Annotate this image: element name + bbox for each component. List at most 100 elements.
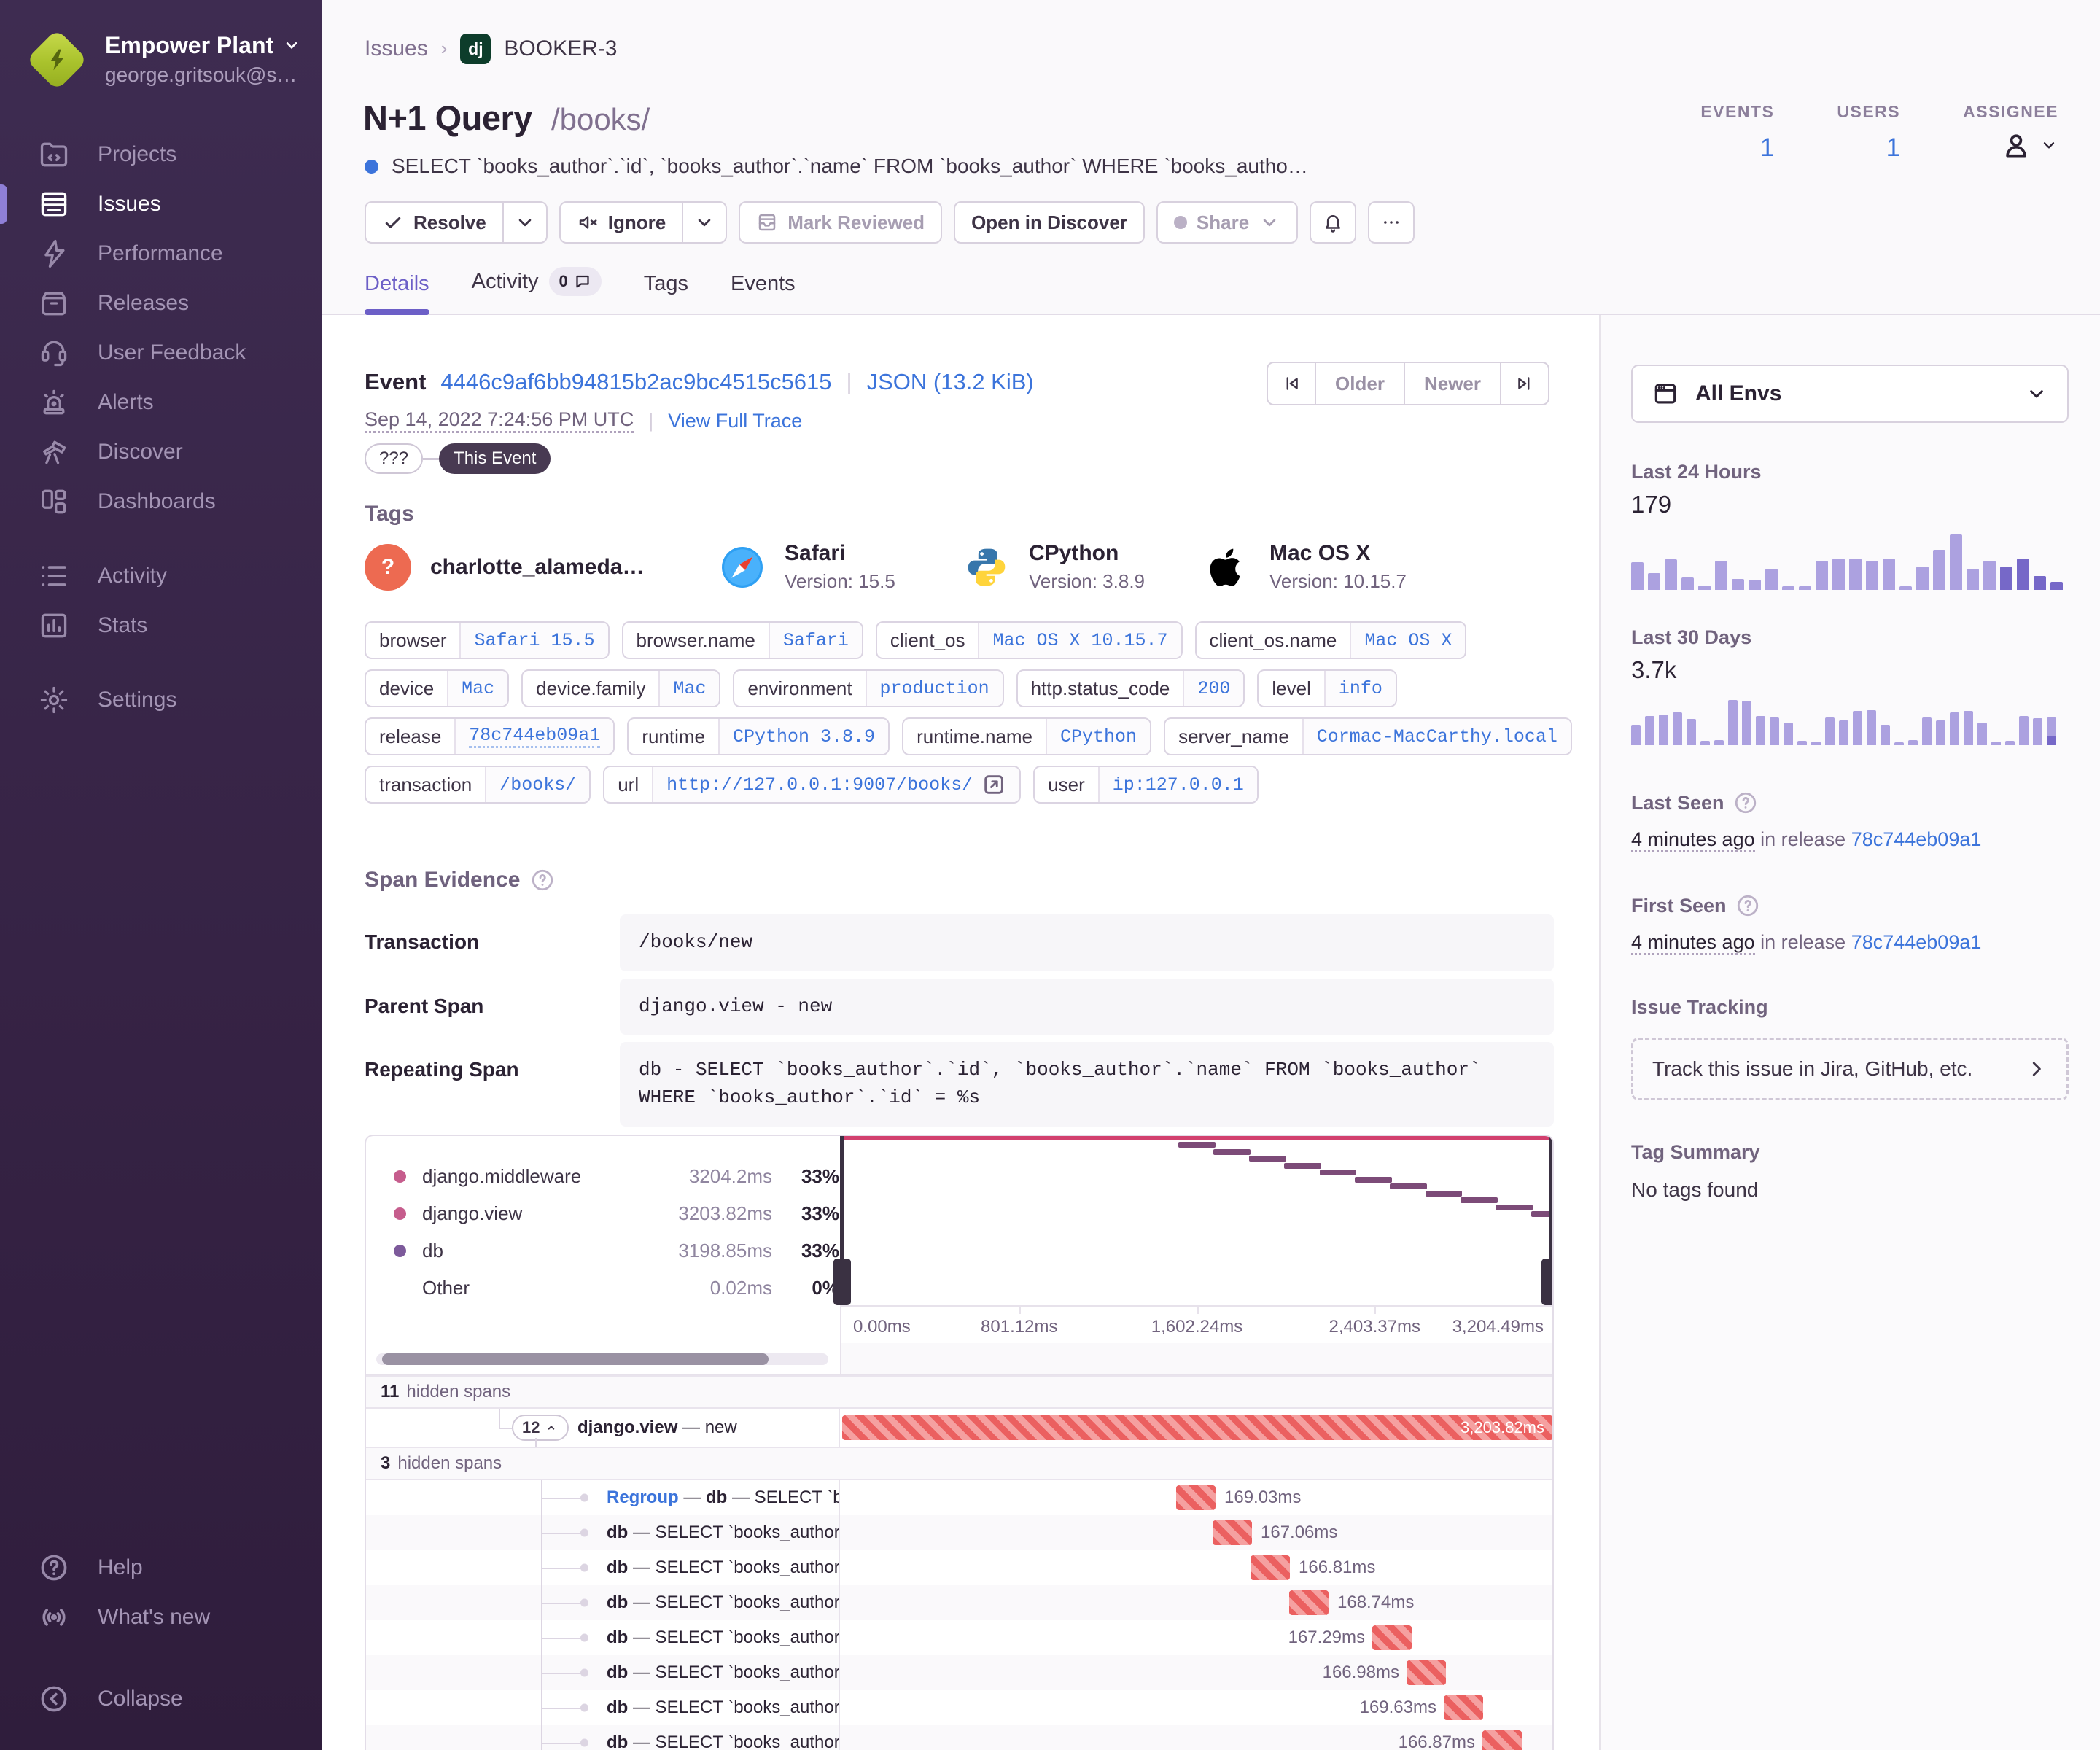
- span-row[interactable]: db — SELECT `books_author` 169.63ms: [366, 1690, 1552, 1725]
- release-link[interactable]: 78c744eb09a1: [1851, 828, 1982, 850]
- tag-value[interactable]: Mac: [447, 671, 508, 706]
- minimap-right-handle[interactable]: [1549, 1136, 1552, 1305]
- breadcrumb-issues-link[interactable]: Issues: [365, 36, 428, 61]
- sidebar-item-settings[interactable]: Settings: [0, 675, 322, 725]
- tag-value[interactable]: http://127.0.0.1:9007/books/: [652, 767, 1020, 802]
- event-timestamp[interactable]: Sep 14, 2022 7:24:56 PM UTC: [365, 408, 634, 433]
- span-duration-bar[interactable]: [1251, 1555, 1290, 1580]
- sidebar-item-what-s-new[interactable]: What's new: [0, 1592, 322, 1642]
- minimap-left-handle[interactable]: [840, 1136, 844, 1305]
- span-duration-bar[interactable]: [1372, 1625, 1412, 1650]
- minimap-right-grip[interactable]: [1541, 1259, 1552, 1305]
- tag-value[interactable]: /books/: [485, 767, 590, 802]
- environment-selector[interactable]: All Envs: [1631, 365, 2069, 423]
- featured-tag-cpython[interactable]: CPython Version: 3.8.9: [963, 541, 1204, 593]
- span-duration-bar[interactable]: [1407, 1660, 1446, 1685]
- stat-value[interactable]: 1: [1759, 133, 1775, 162]
- chart-bar: [1648, 573, 1660, 590]
- help-question-icon[interactable]: [1735, 893, 1760, 918]
- more-actions-button[interactable]: [1368, 201, 1415, 244]
- sidebar-item-alerts[interactable]: Alerts: [0, 378, 322, 427]
- sidebar-item-dashboards[interactable]: Dashboards: [0, 477, 322, 526]
- sidebar-item-projects[interactable]: Projects: [0, 130, 322, 179]
- tag-value[interactable]: Mac OS X 10.15.7: [978, 623, 1181, 658]
- scrollbar-thumb[interactable]: [382, 1353, 769, 1365]
- newer-event-button[interactable]: Newer: [1403, 362, 1501, 405]
- tag-value[interactable]: production: [865, 671, 1003, 706]
- hidden-spans-row[interactable]: 11 hidden spans: [366, 1375, 1552, 1409]
- sidebar-item-stats[interactable]: Stats: [0, 601, 322, 650]
- minimap-left-grip[interactable]: [833, 1259, 851, 1305]
- span-row-parent[interactable]: 12 django.view — new 3,203.82ms: [366, 1409, 1552, 1447]
- evidence-label: Parent Span: [365, 994, 484, 1017]
- oldest-event-button[interactable]: [1267, 362, 1317, 405]
- tag-value[interactable]: ip:127.0.0.1: [1097, 767, 1257, 802]
- span-row[interactable]: db — SELECT `books_author` 167.29ms: [366, 1620, 1552, 1655]
- tag-value[interactable]: Safari 15.5: [459, 623, 608, 658]
- mark-reviewed-button[interactable]: Mark Reviewed: [739, 201, 943, 244]
- view-full-trace-link[interactable]: View Full Trace: [668, 409, 803, 432]
- tab-details[interactable]: Details: [365, 272, 429, 315]
- open-in-discover-button[interactable]: Open in Discover: [954, 201, 1145, 244]
- event-json-link[interactable]: JSON (13.2 KiB): [866, 369, 1034, 394]
- help-question-icon[interactable]: [1733, 790, 1758, 815]
- span-duration-bar[interactable]: [1176, 1485, 1216, 1510]
- featured-tag-mac-os-x[interactable]: Mac OS X Version: 10.15.7: [1204, 541, 1407, 593]
- event-id-link[interactable]: 4446c9af6bb94815b2ac9bc4515c5615: [440, 369, 832, 394]
- release-link[interactable]: 78c744eb09a1: [1851, 931, 1982, 953]
- tag-value[interactable]: Safari: [768, 623, 862, 658]
- span-row[interactable]: db — SELECT `books_author` 167.06ms: [366, 1515, 1552, 1550]
- sidebar-item-performance[interactable]: Performance: [0, 229, 322, 279]
- skip-to-last-button[interactable]: [1500, 362, 1549, 405]
- tab-events[interactable]: Events: [731, 272, 796, 314]
- org-switcher[interactable]: Empower Plant george.gritsouk@s…: [0, 0, 322, 112]
- featured-tag-safari[interactable]: Safari Version: 15.5: [719, 541, 963, 593]
- sidebar-item-activity[interactable]: Activity: [0, 551, 322, 601]
- span-duration-bar[interactable]: 3,203.82ms: [842, 1415, 1552, 1440]
- tab-tags[interactable]: Tags: [644, 272, 688, 314]
- resolve-button[interactable]: Resolve: [365, 201, 504, 244]
- sidebar-item-discover[interactable]: Discover: [0, 427, 322, 477]
- featured-tag-charlotte-alameda-[interactable]: ? charlotte_alameda…: [365, 543, 719, 591]
- tag-value[interactable]: 200: [1183, 671, 1244, 706]
- span-duration-bar[interactable]: [1289, 1590, 1329, 1615]
- hidden-spans-row[interactable]: 3 hidden spans: [366, 1447, 1552, 1480]
- span-duration-bar[interactable]: [1444, 1695, 1483, 1720]
- legend-duration: 3198.85ms: [678, 1240, 772, 1261]
- tag-value[interactable]: CPython 3.8.9: [718, 719, 889, 754]
- tag-value[interactable]: Mac: [658, 671, 720, 706]
- tag-value[interactable]: Mac OS X: [1350, 623, 1466, 658]
- assignee-selector[interactable]: [1963, 129, 2058, 161]
- unknown-event-pill[interactable]: ???: [365, 443, 424, 474]
- subscribe-bell-button[interactable]: [1310, 201, 1357, 244]
- help-question-icon[interactable]: [530, 868, 555, 892]
- tag-value[interactable]: info: [1323, 671, 1396, 706]
- waterfall-minimap[interactable]: [833, 1136, 1552, 1305]
- external-link-icon[interactable]: [981, 772, 1006, 797]
- span-row[interactable]: db — SELECT `books_author` 166.87ms: [366, 1725, 1552, 1750]
- tag-value[interactable]: 78c744eb09a1: [454, 719, 614, 754]
- older-event-button[interactable]: Older: [1315, 362, 1405, 405]
- sidebar-item-user-feedback[interactable]: User Feedback: [0, 328, 322, 378]
- sidebar-item-collapse[interactable]: Collapse: [0, 1674, 322, 1724]
- share-button[interactable]: Share: [1156, 201, 1299, 244]
- collapse-span-group-button[interactable]: 12: [512, 1415, 569, 1441]
- span-row[interactable]: db — SELECT `books_author` 168.74ms: [366, 1585, 1552, 1620]
- sidebar-item-issues[interactable]: Issues: [0, 179, 322, 229]
- resolve-dropdown-button[interactable]: [502, 201, 548, 244]
- ignore-button[interactable]: Ignore: [559, 201, 684, 244]
- ignore-dropdown-button[interactable]: [682, 201, 728, 244]
- span-duration-bar[interactable]: [1482, 1730, 1522, 1750]
- span-row[interactable]: Regroup — db — SELECT `boo 169.03ms: [366, 1480, 1552, 1515]
- span-row[interactable]: db — SELECT `books_author` 166.81ms: [366, 1550, 1552, 1585]
- tab-activity[interactable]: Activity 0: [472, 267, 602, 314]
- span-duration-bar[interactable]: [1213, 1520, 1252, 1545]
- span-row[interactable]: db — SELECT `books_author` 166.98ms: [366, 1655, 1552, 1690]
- tag-value[interactable]: Cormac-MacCarthy.local: [1302, 719, 1571, 754]
- regroup-link[interactable]: Regroup: [607, 1488, 679, 1507]
- stat-value[interactable]: 1: [1886, 133, 1901, 162]
- sidebar-item-help[interactable]: Help: [0, 1543, 322, 1592]
- tag-value[interactable]: CPython: [1046, 719, 1151, 754]
- sidebar-item-releases[interactable]: Releases: [0, 279, 322, 328]
- track-issue-button[interactable]: Track this issue in Jira, GitHub, etc.: [1631, 1038, 2069, 1100]
